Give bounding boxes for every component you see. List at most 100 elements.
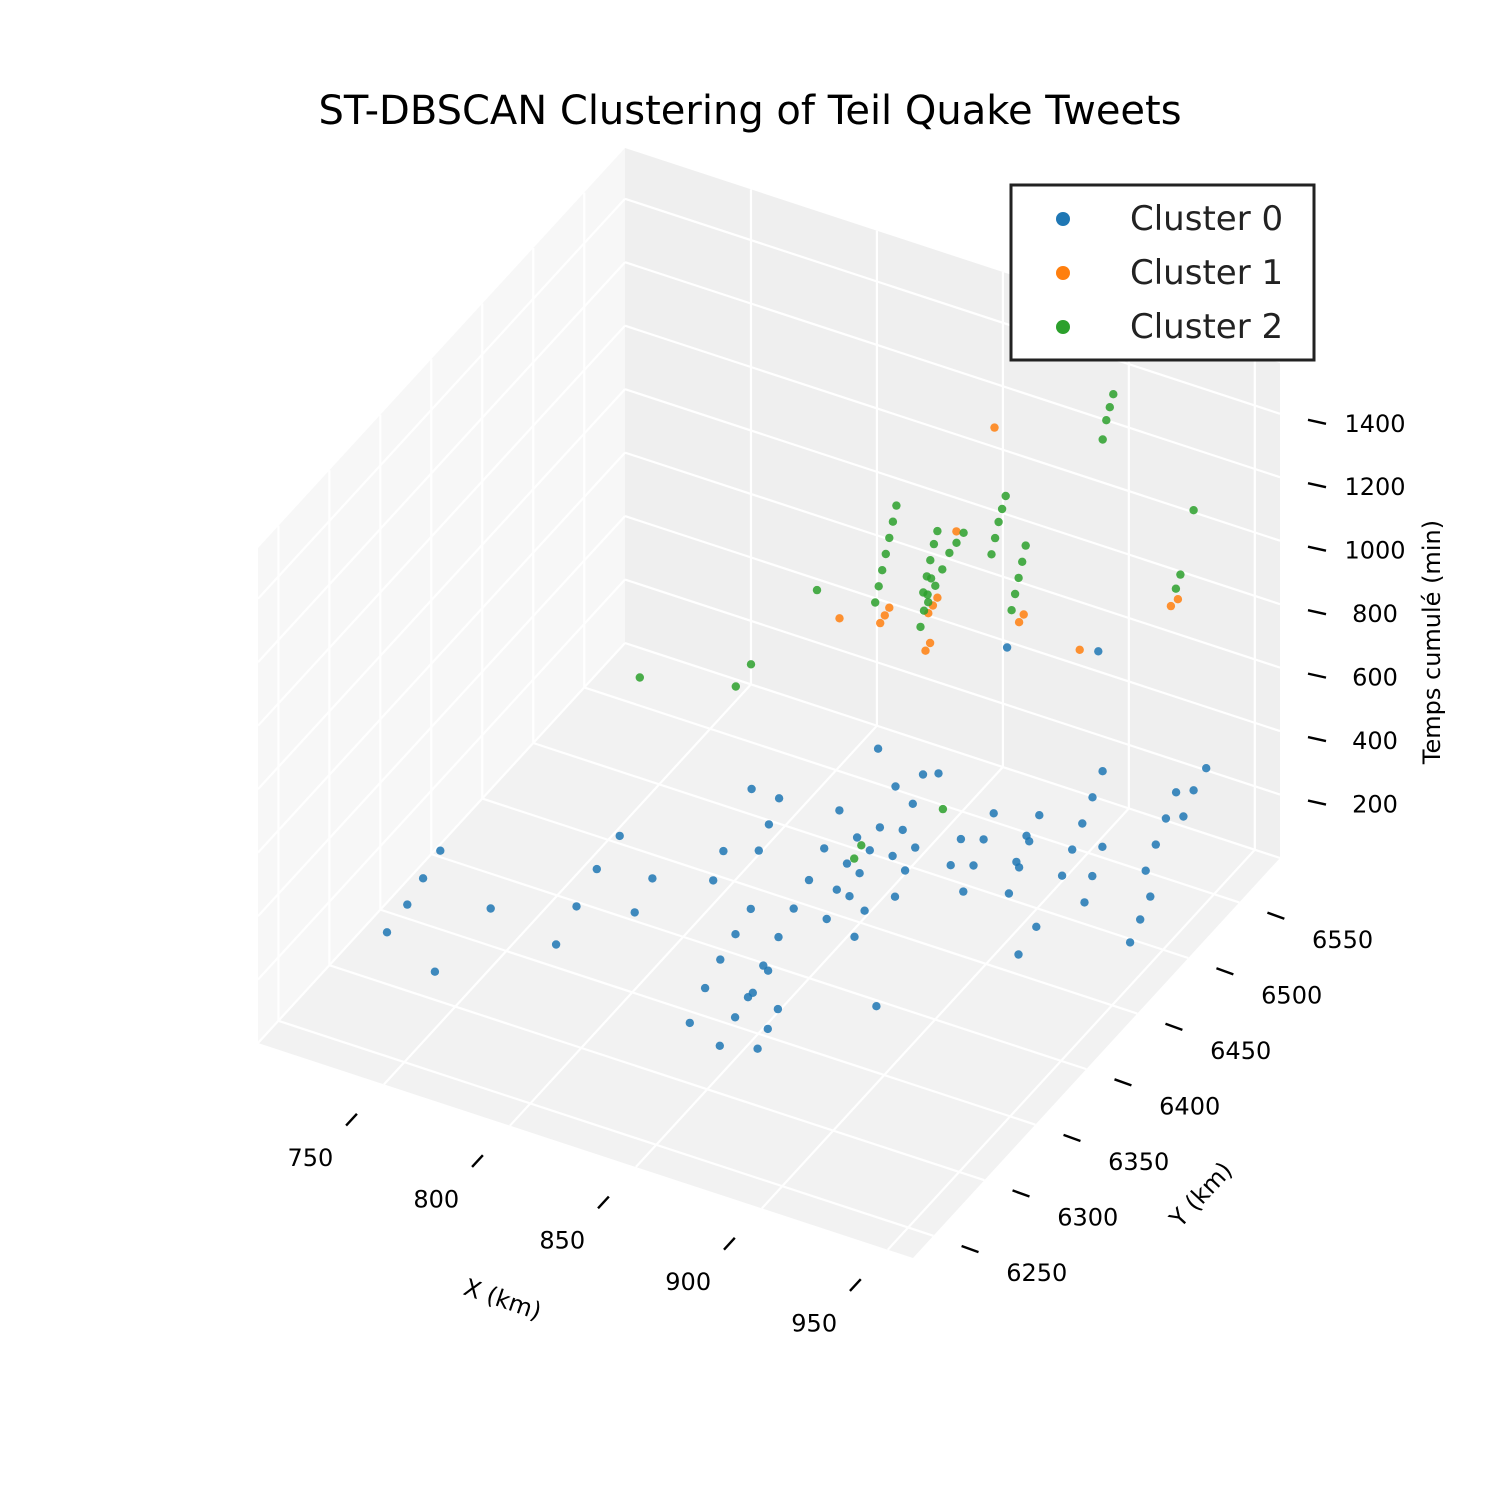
- data-point-cluster-2: [1098, 435, 1107, 444]
- data-point-cluster-0: [888, 851, 897, 861]
- grid-line-z: [624, 261, 1281, 479]
- legend-label-0: Cluster 0: [1130, 199, 1283, 239]
- x-tick-label: 850: [539, 1227, 585, 1255]
- y-tick-mark: [1012, 1189, 1030, 1198]
- data-point-cluster-0: [891, 782, 900, 791]
- legend-marker-2: [1056, 320, 1070, 334]
- data-point-cluster-2: [1010, 589, 1020, 599]
- data-point-cluster-2: [1105, 403, 1115, 412]
- data-point-cluster-2: [874, 582, 883, 591]
- grid-line-z: [257, 515, 626, 917]
- data-point-cluster-0: [685, 1018, 694, 1028]
- grid-line-z: [257, 324, 626, 727]
- data-point-cluster-2: [812, 585, 822, 595]
- data-point-cluster-0: [418, 874, 428, 883]
- data-point-cluster-2: [1007, 606, 1016, 615]
- data-point-cluster-0: [1068, 845, 1077, 854]
- z-axis-label: Temps cumulé (min): [1418, 520, 1446, 765]
- z-tick-mark: [1307, 799, 1327, 806]
- data-point-cluster-0: [1078, 819, 1087, 828]
- data-point-cluster-0: [1202, 764, 1211, 773]
- data-point-cluster-1: [990, 423, 999, 432]
- data-point-cluster-2: [635, 673, 644, 682]
- z-tick-mark: [1307, 545, 1327, 552]
- legend-marker-1: [1056, 266, 1070, 280]
- z-tick-mark: [1307, 418, 1327, 425]
- data-point-cluster-0: [1098, 842, 1107, 851]
- data-point-cluster-2: [1176, 570, 1185, 579]
- data-point-cluster-0: [436, 846, 445, 855]
- data-point-cluster-0: [918, 770, 928, 779]
- z-tick-mark: [1307, 735, 1327, 743]
- data-point-cluster-0: [1146, 892, 1155, 901]
- data-point-cluster-1: [921, 646, 930, 655]
- legend-label-2: Cluster 2: [1130, 307, 1283, 347]
- data-point-cluster-2: [888, 517, 898, 526]
- data-point-cluster-0: [1098, 767, 1107, 776]
- x-tick-mark: [723, 1237, 736, 1251]
- data-point-cluster-0: [1094, 647, 1103, 656]
- grid-line-z: [624, 515, 1281, 733]
- data-point-cluster-2: [916, 622, 925, 632]
- x-tick-mark: [345, 1113, 358, 1127]
- grid-line-z: [257, 388, 626, 790]
- data-point-cluster-1: [876, 618, 885, 628]
- data-point-cluster-2: [1189, 506, 1198, 515]
- grid-line-y: [532, 741, 1189, 960]
- data-point-cluster-0: [789, 904, 798, 913]
- data-point-cluster-0: [774, 794, 784, 803]
- grid-line-z: [257, 261, 626, 663]
- y-tick-mark: [1114, 1078, 1132, 1087]
- data-point-cluster-2: [959, 528, 968, 537]
- data-point-cluster-0: [1171, 788, 1181, 797]
- z-tick-label: 400: [1352, 727, 1398, 755]
- data-point-cluster-2: [1001, 491, 1010, 501]
- data-point-cluster-0: [873, 744, 883, 753]
- data-point-cluster-0: [615, 831, 624, 841]
- data-point-cluster-1: [885, 603, 894, 612]
- data-point-cluster-2: [1014, 573, 1023, 583]
- data-point-cluster-0: [773, 1004, 783, 1014]
- data-point-cluster-2: [892, 501, 901, 510]
- grid-line-z: [624, 324, 1281, 542]
- data-point-cluster-0: [1136, 915, 1145, 924]
- data-point-cluster-2: [990, 533, 1000, 543]
- data-point-cluster-0: [946, 861, 955, 870]
- grid-line-z: [624, 451, 1281, 669]
- data-points: [382, 390, 1211, 1053]
- data-point-cluster-0: [572, 902, 581, 911]
- data-point-cluster-1: [835, 614, 844, 623]
- y-tick-label: 6550: [1312, 926, 1373, 954]
- data-point-cluster-1: [925, 638, 935, 648]
- data-point-cluster-0: [430, 967, 440, 976]
- data-point-cluster-0: [592, 864, 601, 874]
- z-tick-label: 600: [1352, 664, 1398, 692]
- data-point-cluster-2: [1102, 416, 1111, 425]
- data-point-cluster-0: [763, 1024, 772, 1034]
- data-point-cluster-2: [933, 526, 942, 536]
- data-point-cluster-0: [763, 966, 773, 975]
- data-point-cluster-0: [872, 1002, 881, 1011]
- data-point-cluster-0: [1004, 889, 1014, 898]
- data-point-cluster-0: [1057, 871, 1067, 880]
- data-point-cluster-0: [989, 809, 998, 818]
- data-point-cluster-0: [852, 833, 862, 842]
- z-tick-label: 200: [1352, 791, 1398, 819]
- data-point-cluster-0: [820, 844, 829, 853]
- data-point-cluster-2: [931, 581, 940, 590]
- z-tick-label: 1200: [1344, 473, 1405, 501]
- y-tick-mark: [1165, 1022, 1183, 1032]
- y-tick-label: 6450: [1210, 1037, 1271, 1065]
- data-point-cluster-0: [832, 885, 841, 894]
- data-point-cluster-0: [959, 887, 968, 896]
- legend-marker-0: [1056, 212, 1070, 226]
- data-point-cluster-2: [731, 682, 740, 691]
- data-point-cluster-0: [900, 866, 910, 875]
- grid-line-x: [383, 683, 752, 1086]
- data-point-cluster-0: [890, 892, 900, 901]
- z-tick-mark: [1307, 482, 1327, 489]
- data-point-cluster-0: [764, 820, 774, 829]
- data-point-cluster-0: [709, 876, 718, 885]
- grid-line-z: [624, 197, 1281, 415]
- data-point-cluster-0: [551, 940, 561, 949]
